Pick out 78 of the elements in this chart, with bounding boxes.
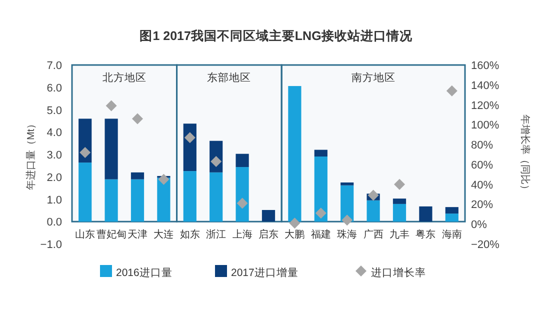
point: [289, 218, 300, 229]
title: 图1 2017我国不同区域主要LNG接收站进口情况: [140, 29, 412, 43]
y2-tick-label: 40%: [471, 179, 494, 192]
bar: [183, 171, 196, 222]
band-label: 南方地区: [351, 71, 396, 84]
band-label: 北方地区: [102, 71, 146, 84]
bar: [288, 86, 302, 222]
bar: [314, 156, 328, 222]
y-tick-label: −1.0: [40, 239, 62, 251]
bar: [157, 178, 170, 222]
x-tick-label: 九丰: [390, 228, 410, 241]
y2-tick-label: 0%: [471, 219, 488, 232]
bar: [78, 162, 92, 222]
x-tick-label: 粤东: [416, 228, 436, 241]
x-tick-label: 福建: [310, 228, 331, 241]
point: [236, 198, 248, 209]
y2-axis-title: 年增长率（同比）: [519, 114, 531, 194]
bar: [104, 118, 118, 180]
x-tick-label: 海南: [442, 228, 462, 241]
bar: [445, 207, 458, 214]
bar: [340, 182, 354, 186]
point: [368, 190, 379, 201]
bar: [130, 172, 144, 180]
y2-tick-label: 80%: [471, 140, 494, 152]
x-tick-label: 广西: [363, 228, 384, 241]
point: [80, 147, 91, 158]
y-tick-label: 2.0: [46, 172, 62, 184]
point: [158, 174, 170, 185]
x-tick-label: 上海: [232, 228, 252, 241]
legend-label: 2016进口量: [116, 266, 172, 279]
bar: [236, 154, 249, 168]
point: [132, 113, 143, 124]
bar: [262, 210, 276, 222]
y-tick-label: 7.0: [46, 60, 62, 72]
bar: [392, 198, 406, 204]
bar: [392, 204, 406, 222]
y2-tick-label: 60%: [471, 159, 494, 172]
point: [315, 208, 326, 219]
bar: [104, 179, 118, 222]
bar: [445, 214, 458, 222]
y-axis-title: 年进口量（Mt）: [25, 118, 37, 190]
band-label: 东部地区: [207, 71, 252, 84]
point: [394, 178, 405, 190]
y-tick-label: 0.0: [46, 216, 62, 229]
y2-tick-label: 20%: [471, 199, 494, 212]
y-tick-label: 6.0: [46, 82, 62, 94]
bar: [340, 185, 354, 222]
bar: [183, 124, 196, 172]
x-tick-label: 珠海: [337, 228, 358, 241]
bar: [130, 179, 144, 222]
x-tick-label: 启东: [258, 228, 278, 241]
x-tick-label: 天津: [128, 228, 148, 241]
point: [342, 214, 353, 226]
y2-tick-label: −20%: [471, 239, 500, 251]
legend-label: 2017进口增量: [231, 266, 298, 279]
y-tick-label: 5.0: [46, 104, 62, 117]
y2-tick-label: 140%: [471, 80, 500, 92]
y-tick-label: 4.0: [46, 127, 62, 140]
point: [106, 100, 117, 112]
x-tick-label: 大鹏: [284, 228, 305, 241]
y-tick-label: 1.0: [46, 194, 62, 206]
bar: [210, 172, 223, 222]
point: [184, 132, 196, 144]
legend-label: 进口增长率: [371, 266, 426, 279]
y2-tick-label: 160%: [471, 60, 500, 72]
x-tick-label: 如东: [180, 228, 200, 241]
point: [446, 85, 458, 96]
x-tick-label: 浙江: [206, 228, 226, 241]
y2-tick-label: 100%: [471, 120, 500, 132]
bar: [236, 167, 249, 222]
y2-tick-label: 120%: [471, 100, 500, 112]
bar: [366, 200, 380, 222]
x-tick-label: 曹妃甸: [96, 228, 126, 241]
bar: [314, 150, 328, 157]
bar: [419, 206, 432, 222]
y-tick-label: 3.0: [46, 150, 62, 162]
x-tick-label: 山东: [75, 228, 96, 241]
x-tick-label: 大连: [154, 228, 174, 241]
